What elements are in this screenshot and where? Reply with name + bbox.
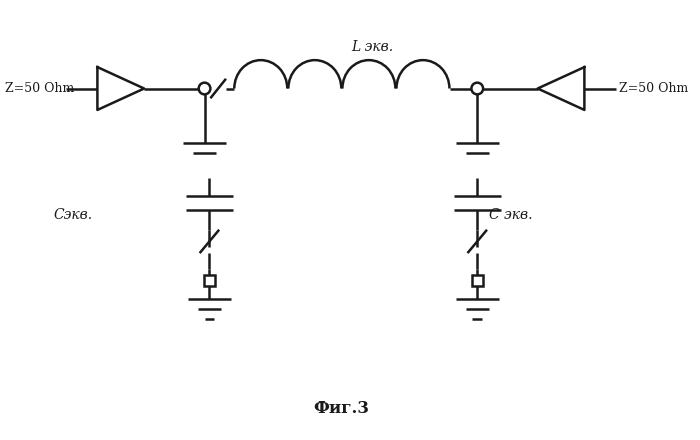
Text: Z=50 Ohm: Z=50 Ohm [620,82,689,95]
Text: Cэкв.: Cэкв. [54,208,92,222]
Text: L экв.: L экв. [351,40,393,55]
Bar [472,275,482,286]
Text: Z=50 Ohm: Z=50 Ohm [5,82,74,95]
Text: Фиг.3: Фиг.3 [313,400,369,417]
Text: C экв.: C экв. [489,208,533,222]
Bar [204,275,215,286]
